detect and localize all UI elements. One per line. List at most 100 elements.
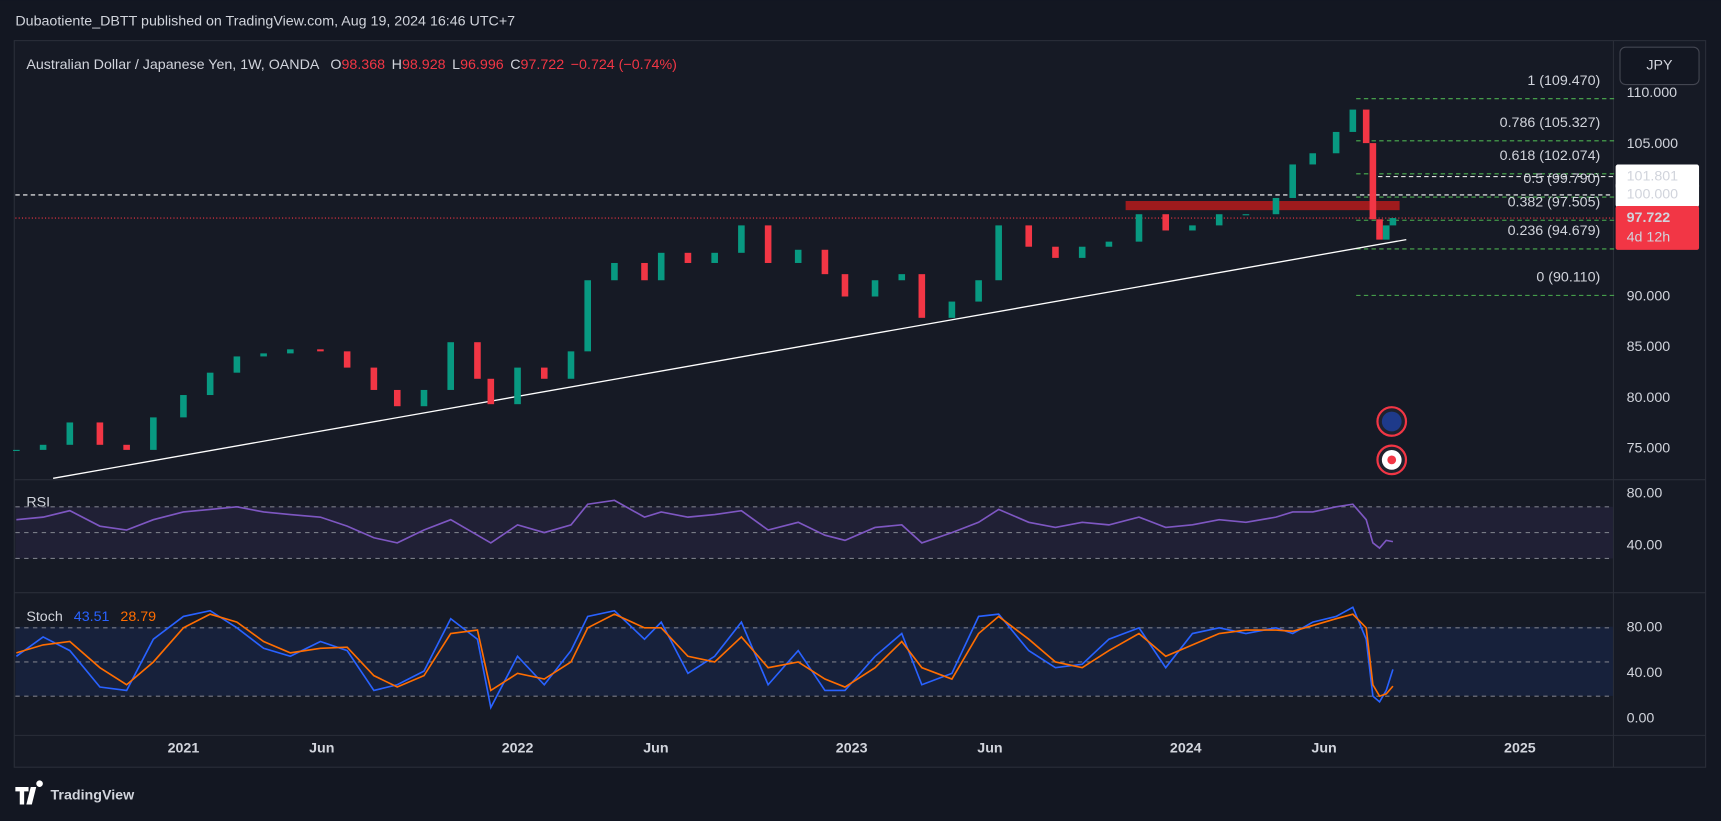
change: −0.724 (−0.74%)	[571, 57, 677, 73]
candle	[514, 367, 521, 405]
level-label: 100.000	[1627, 187, 1679, 203]
candle	[711, 252, 718, 263]
candle	[487, 378, 495, 405]
publisher: Dubaotiente_DBTT published on TradingVie…	[15, 14, 515, 30]
candle	[123, 444, 130, 450]
brand: TradingView	[15, 780, 135, 805]
candle	[1215, 214, 1223, 226]
candle	[871, 280, 879, 297]
ohlc-label: C	[510, 57, 520, 73]
ohlc-value: 98.368	[341, 57, 385, 73]
candle	[1052, 246, 1059, 258]
candle	[1389, 218, 1397, 226]
resistance-zone	[1125, 201, 1400, 211]
candle	[370, 367, 378, 390]
candle	[738, 225, 745, 253]
indicator-line	[16, 499, 1394, 550]
ohlc-label: L	[452, 57, 460, 73]
candle	[1362, 109, 1370, 144]
fib-label: 0.382 (97.505)	[1508, 194, 1601, 210]
trendline	[53, 238, 1407, 479]
candle	[13, 449, 20, 451]
candle	[1162, 214, 1170, 231]
y-tick-label: 40.00	[1627, 665, 1663, 681]
candle	[684, 252, 692, 263]
candle	[1376, 219, 1383, 240]
x-tick-label: 2022	[502, 740, 534, 756]
y-tick-label: 105.000	[1627, 136, 1679, 152]
candle	[898, 274, 906, 281]
x-tick-label: 2024	[1170, 740, 1202, 756]
candle	[567, 351, 575, 379]
chart-frame	[13, 40, 1707, 768]
x-tick-label: Jun	[977, 740, 1002, 756]
y-tick-label: 80.00	[1627, 486, 1663, 502]
candle	[841, 274, 849, 297]
y-tick-label: 80.000	[1627, 390, 1671, 406]
candle	[611, 262, 618, 281]
stoch-band	[15, 626, 1614, 696]
ohlc-value: 97.722	[521, 57, 565, 73]
brand-name: TradingView	[50, 788, 135, 804]
level-box	[1615, 182, 1700, 207]
x-tick-label: 2023	[836, 740, 868, 756]
candle	[474, 342, 481, 379]
indicator-line	[16, 613, 1394, 698]
rsi-label: RSI	[26, 494, 50, 510]
level-box	[1615, 164, 1700, 189]
candle	[1025, 225, 1033, 247]
candle	[1349, 109, 1357, 132]
candle	[995, 225, 1002, 281]
candle	[540, 367, 548, 379]
y-tick-label: 90.000	[1627, 288, 1671, 304]
candle	[1272, 197, 1280, 215]
candle	[39, 444, 47, 450]
fib-label: 0.786 (105.327)	[1500, 115, 1601, 131]
title: Australian Dollar / Japanese Yen, 1W, OA…	[26, 57, 320, 73]
candle	[1369, 143, 1377, 220]
candle	[1309, 153, 1317, 165]
candle	[317, 349, 324, 352]
ohlc-value: 98.928	[402, 57, 446, 73]
candle	[1078, 246, 1086, 258]
candle	[657, 252, 665, 281]
event-flag	[1381, 411, 1402, 432]
y-tick-label: 40.00	[1627, 537, 1663, 553]
x-tick-label: 2021	[168, 740, 200, 756]
currency[interactable]: JPY	[1646, 58, 1673, 74]
stoch-value: 43.51	[74, 609, 110, 625]
candle	[96, 422, 104, 445]
candle	[1332, 131, 1340, 154]
candle	[393, 389, 401, 407]
candle	[66, 422, 74, 445]
stoch-label: Stoch 43.51 28.79	[26, 609, 156, 625]
fib-label: 1 (109.470)	[1527, 73, 1600, 89]
y-tick-label: 75.000	[1627, 441, 1671, 457]
candle	[764, 225, 772, 263]
candle	[206, 372, 214, 396]
candle	[1289, 164, 1296, 198]
currency-button[interactable]	[1619, 46, 1700, 86]
candle	[641, 262, 648, 281]
candle	[260, 353, 267, 357]
price-label: 97.722	[1627, 210, 1671, 226]
candle	[1105, 241, 1113, 247]
level-label: 101.801	[1627, 168, 1679, 184]
candle	[584, 280, 591, 352]
x-tick-label: Jun	[1311, 740, 1336, 756]
y-tick-label: 0.00	[1627, 711, 1655, 727]
candle	[287, 349, 294, 354]
ohlc-label: H	[392, 57, 402, 73]
candle	[150, 417, 157, 450]
candle	[821, 249, 829, 275]
candle	[343, 351, 351, 368]
y-tick-label: 80.00	[1627, 620, 1663, 636]
ohlc-value: 96.996	[460, 57, 504, 73]
x-tick-label: Jun	[643, 740, 668, 756]
x-tick-label: 2025	[1504, 740, 1536, 756]
candle	[420, 389, 428, 407]
candle	[180, 395, 187, 418]
candle	[1382, 225, 1390, 240]
